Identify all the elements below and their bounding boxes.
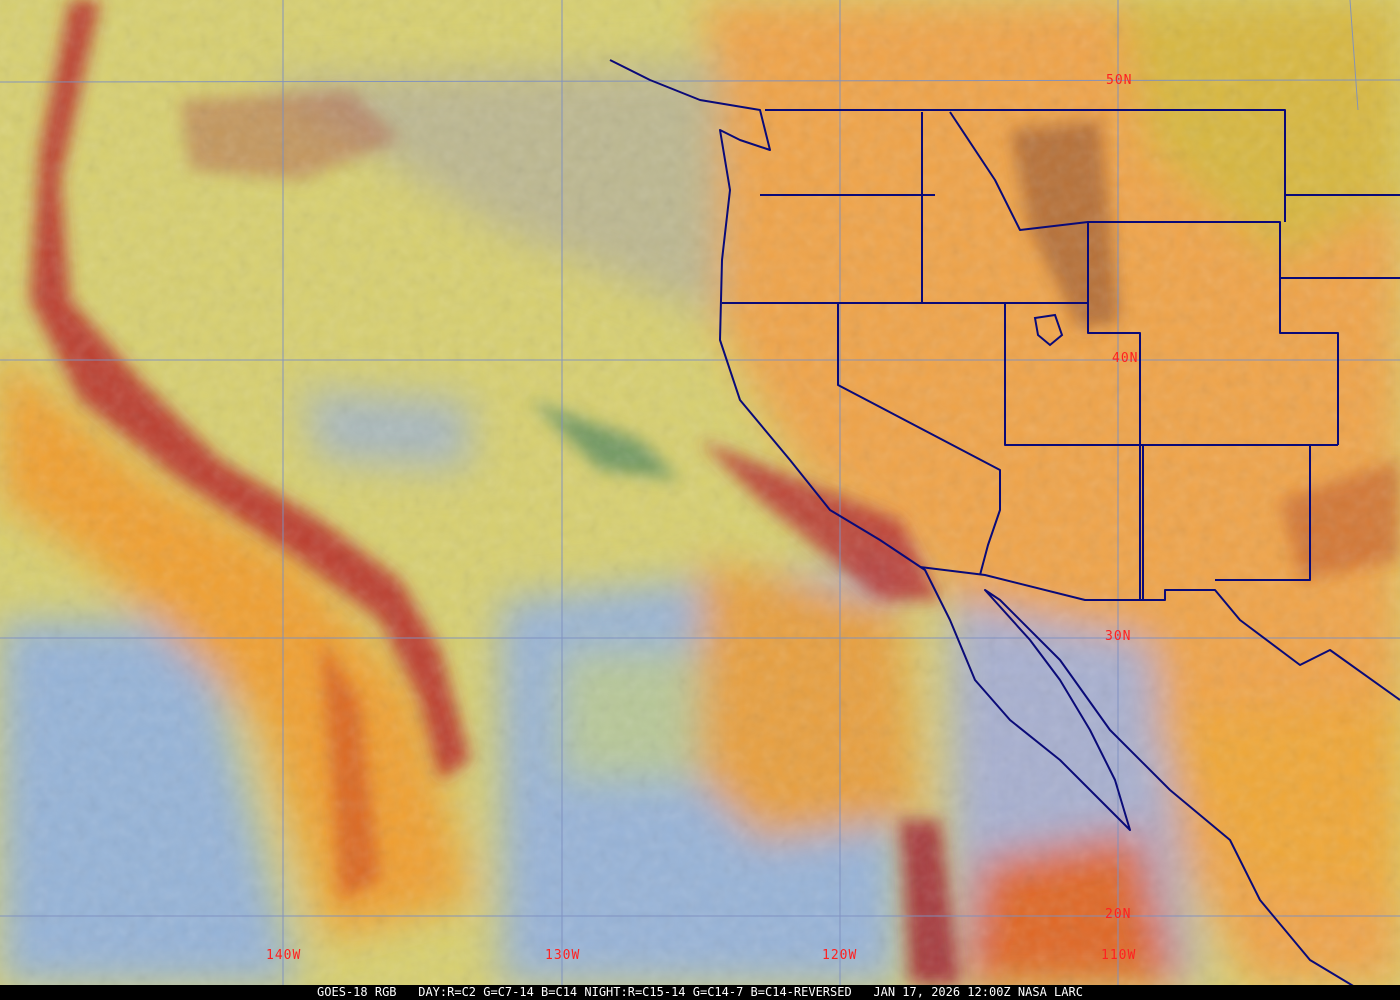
image-caption: GOES-18 RGB DAY:R=C2 G=C7-14 B=C14 NIGHT… <box>0 985 1400 1000</box>
caption-source: NASA LARC <box>1017 985 1083 999</box>
longitude-label-120w: 120W <box>822 948 858 963</box>
caption-recipe: DAY:R=C2 G=C7-14 B=C14 NIGHT:R=C15-14 G=… <box>418 985 852 999</box>
longitude-label-140w: 140W <box>266 948 302 963</box>
great-salt-lake <box>1033 313 1064 347</box>
caption-datetime: JAN 17, 2026 12:00Z <box>873 985 1011 999</box>
political-boundaries <box>609 59 1400 985</box>
latitude-label-20n: 20N <box>1105 907 1132 922</box>
latitude-label-50n: 50N <box>1106 73 1133 88</box>
caption-satellite: GOES-18 RGB <box>317 985 397 999</box>
latitude-label-30n: 30N <box>1105 629 1132 644</box>
longitude-label-130w: 130W <box>545 948 581 963</box>
latitude-label-40n: 40N <box>1112 351 1139 366</box>
longitude-label-110w: 110W <box>1101 948 1137 963</box>
